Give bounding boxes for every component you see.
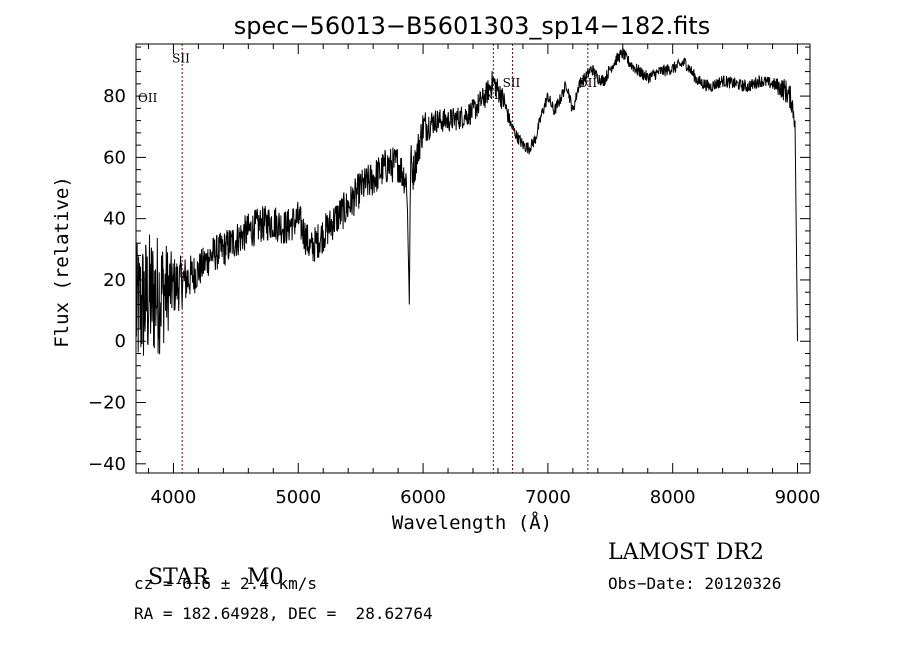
coordinates: RA = 182.64928, DEC = 28.62764 [134, 604, 433, 623]
redshift-velocity: cz = 6.6 ± 2.4 km/s [134, 574, 318, 593]
spectral-line-label: SII [503, 76, 521, 90]
y-tick-label: 60 [103, 147, 126, 168]
y-tick-label: 80 [103, 86, 126, 107]
chart-title: spec−56013−B5601303_sp14−182.fits [234, 12, 710, 40]
spectral-line-label: SII [172, 51, 190, 65]
spectrum-line [135, 47, 798, 356]
y-tick-label: 0 [115, 331, 126, 352]
star-class: STAR M0 [134, 540, 284, 590]
survey-name: LAMOST DR2 [608, 540, 764, 565]
x-axis-label: Wavelength (Å) [392, 511, 552, 534]
observation-date: Obs−Date: 20120326 [608, 574, 782, 593]
plot-frame [135, 43, 811, 474]
y-tick-label: 40 [103, 209, 126, 230]
y-tick-label: −20 [88, 393, 126, 414]
y-axis-label: Flux (relative) [51, 176, 73, 348]
spectral-class: STAR [148, 565, 209, 590]
x-tick-label: 5000 [275, 487, 321, 508]
x-tick-label: 9000 [775, 487, 821, 508]
y-tick-label: 20 [103, 270, 126, 291]
spectral-subclass: M0 [247, 565, 284, 590]
x-tick-label: 4000 [151, 487, 197, 508]
spectral-line-label: OII [138, 91, 158, 105]
x-tick-label: 8000 [650, 487, 696, 508]
y-tick-label: −40 [88, 454, 126, 475]
x-tick-label: 7000 [525, 487, 571, 508]
x-tick-label: 6000 [400, 487, 446, 508]
